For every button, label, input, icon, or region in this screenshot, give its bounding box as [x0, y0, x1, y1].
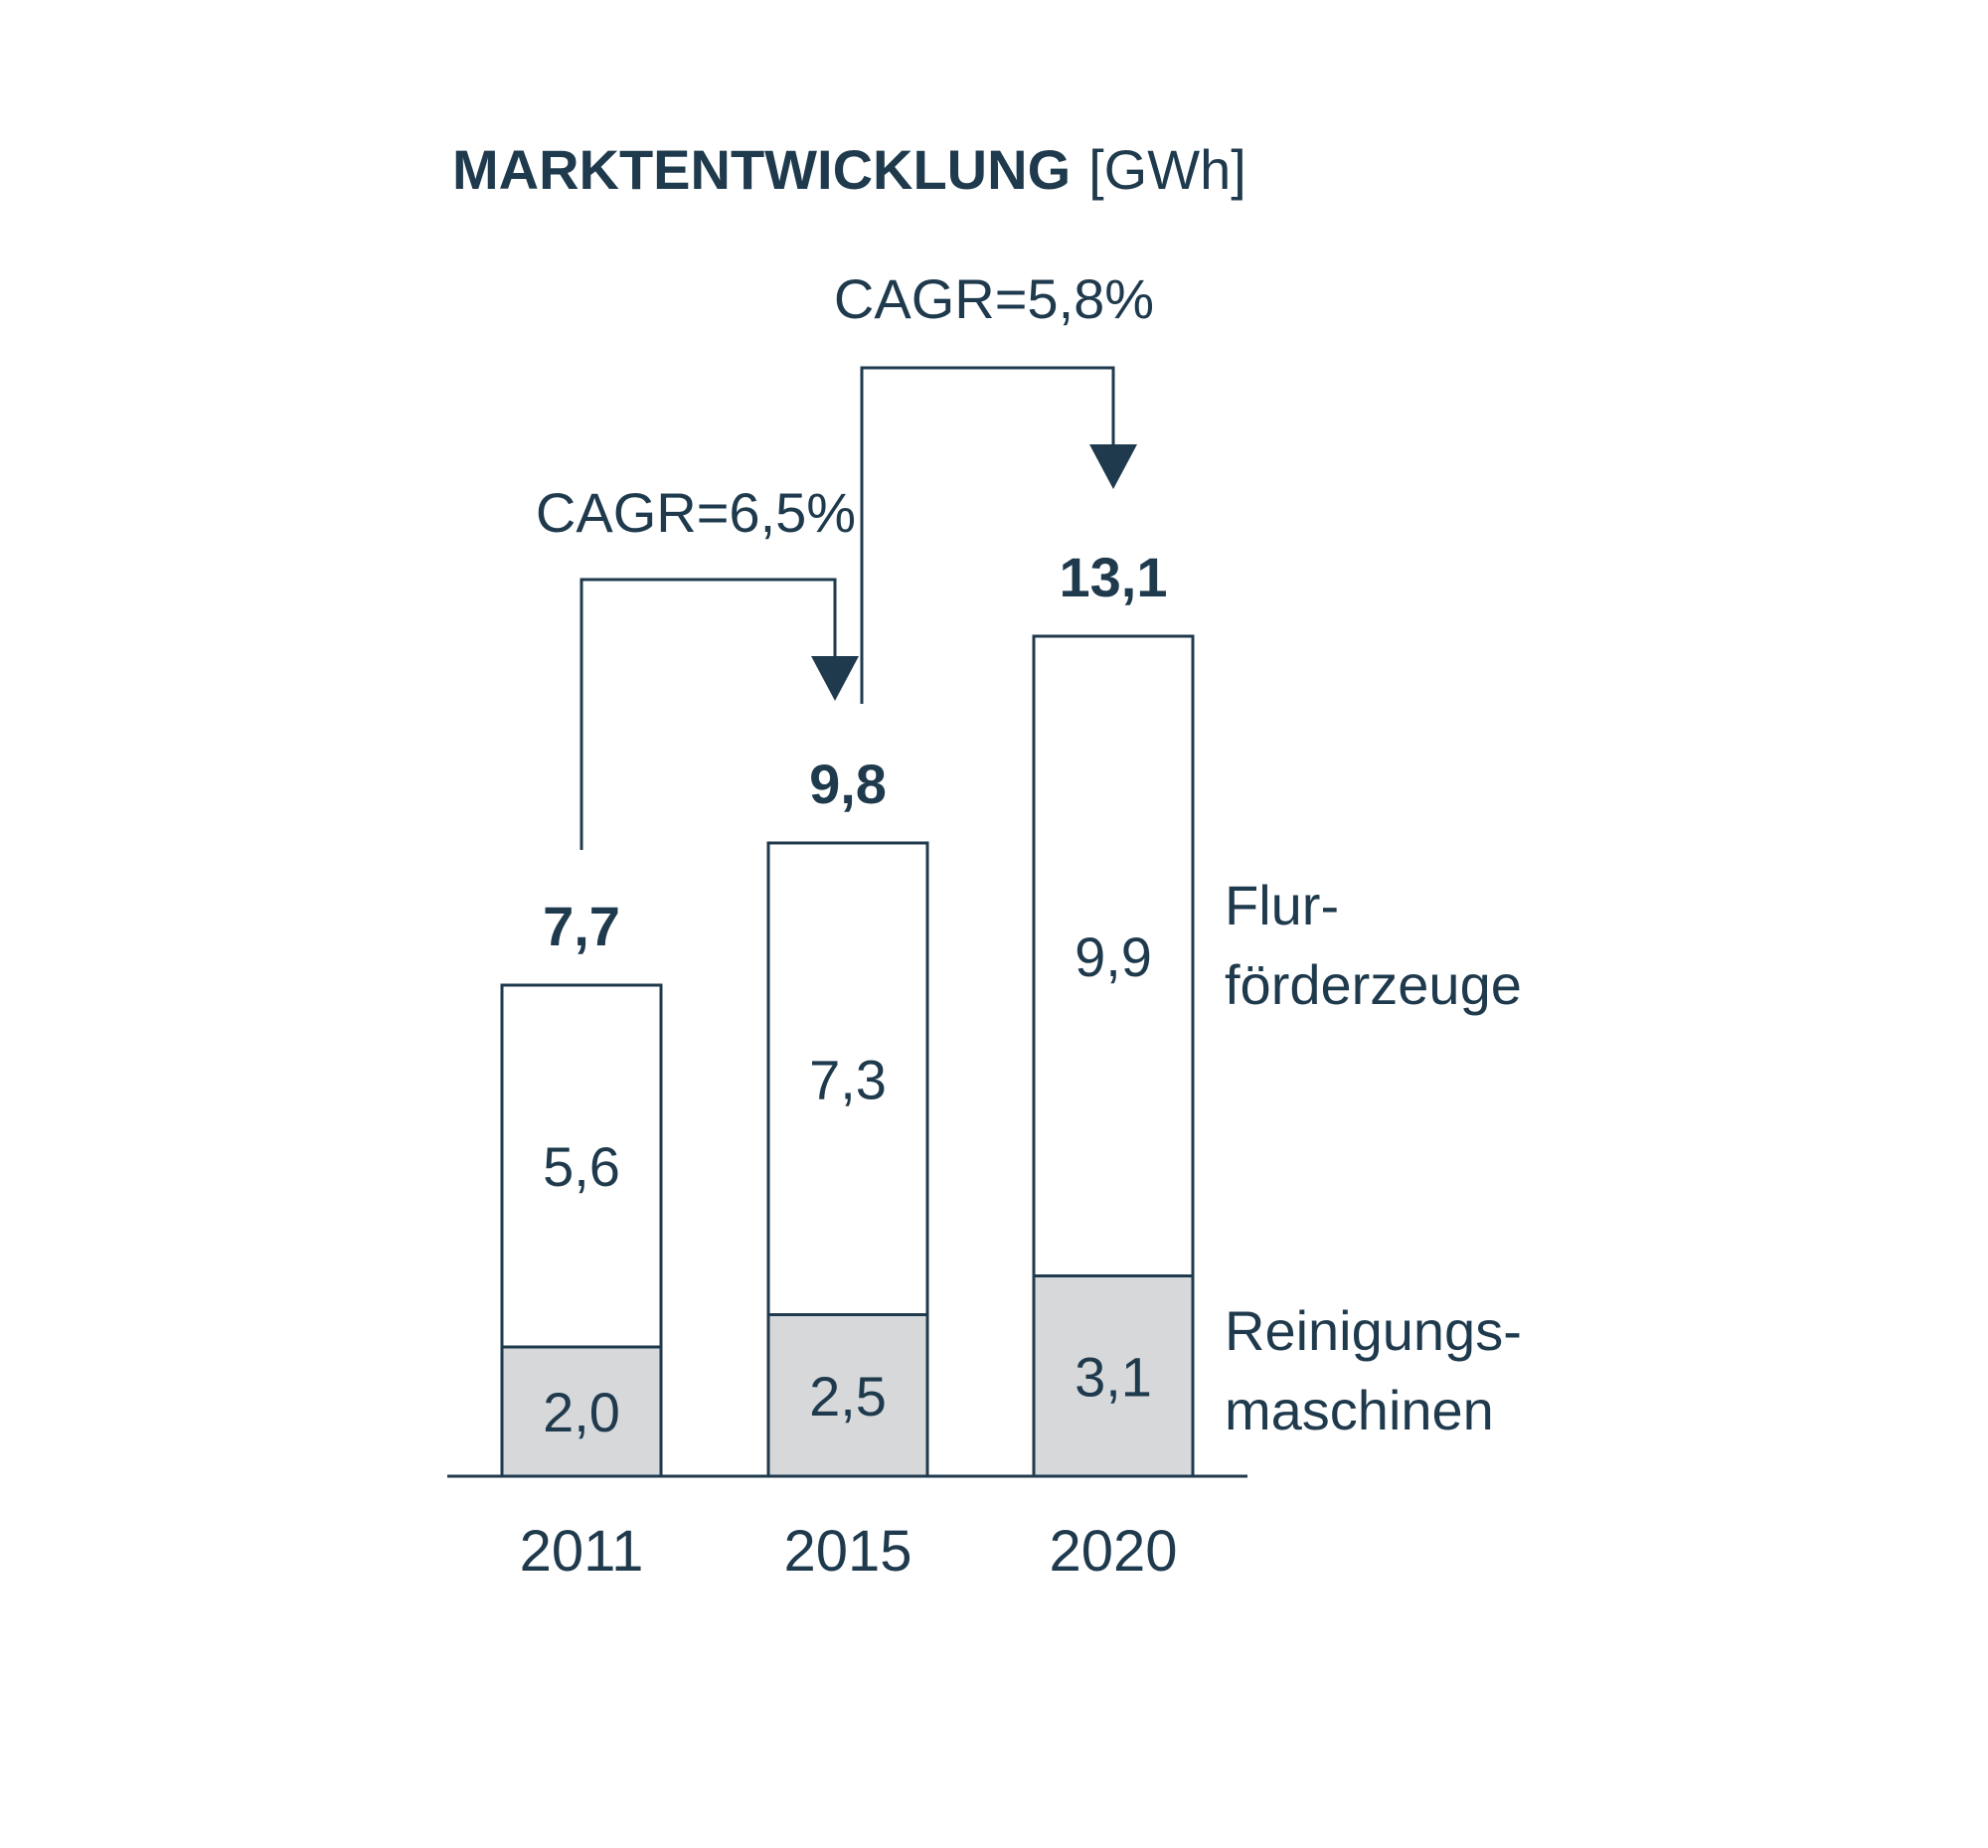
total-label-2015: 9,8	[809, 753, 887, 815]
bar-flurfoerderzeuge-2015	[766, 841, 929, 1316]
year-tick-2015: 2015	[783, 1519, 911, 1584]
chart-unit: [GWh]	[1088, 138, 1246, 201]
chart-title-text: MARKTENTWICKLUNG	[452, 138, 1071, 201]
bar-flurfoerderzeuge-2011	[500, 983, 663, 1349]
legend-flurfoerderzeuge-line1: Flur-	[1225, 874, 1339, 936]
value-label-flurfoerderzeuge-2020: 9,9	[1075, 925, 1152, 988]
value-label-reinigungsmaschinen-2015: 2,5	[809, 1365, 887, 1428]
cagr-bracket-2011-2015	[580, 578, 837, 850]
cagr-label-2015-2020: CAGR=5,8%	[834, 267, 1154, 330]
label-group: 2,0 5,6 7,7 2011 2,5 7,3 9,8 2015 3,1 9,9 13,1 2020	[520, 546, 1178, 1584]
chart-title: MARKTENTWICKLUNG [GWh]	[452, 138, 1246, 201]
cagr-bracket-2015-2020	[860, 366, 1115, 704]
value-label-reinigungsmaschinen-2020: 3,1	[1075, 1345, 1152, 1408]
cagr-arrows: CAGR=6,5% CAGR=5,8%	[536, 267, 1154, 850]
legend-reinigungsmaschinen-line2: maschinen	[1225, 1379, 1494, 1441]
value-label-flurfoerderzeuge-2015: 7,3	[809, 1048, 887, 1110]
value-label-flurfoerderzeuge-2011: 5,6	[543, 1135, 620, 1198]
year-tick-2020: 2020	[1049, 1519, 1177, 1584]
bar-flurfoerderzeuge-2020	[1032, 634, 1195, 1277]
value-label-reinigungsmaschinen-2011: 2,0	[543, 1381, 620, 1443]
legend: Flur-förderzeuge Reinigungs-maschinen	[1225, 874, 1522, 1441]
cagr-label-2011-2015: CAGR=6,5%	[536, 481, 856, 544]
legend-flurfoerderzeuge-line2: förderzeuge	[1225, 953, 1522, 1016]
bar-reinigungsmaschinen-2020	[1032, 1274, 1195, 1478]
arrow-down-icon	[1089, 444, 1137, 489]
total-label-2011: 7,7	[543, 895, 620, 957]
legend-reinigungsmaschinen-line1: Reinigungs-	[1225, 1299, 1522, 1362]
total-label-2020: 13,1	[1060, 546, 1168, 608]
year-tick-2011: 2011	[520, 1519, 644, 1584]
arrow-down-icon	[811, 656, 859, 701]
